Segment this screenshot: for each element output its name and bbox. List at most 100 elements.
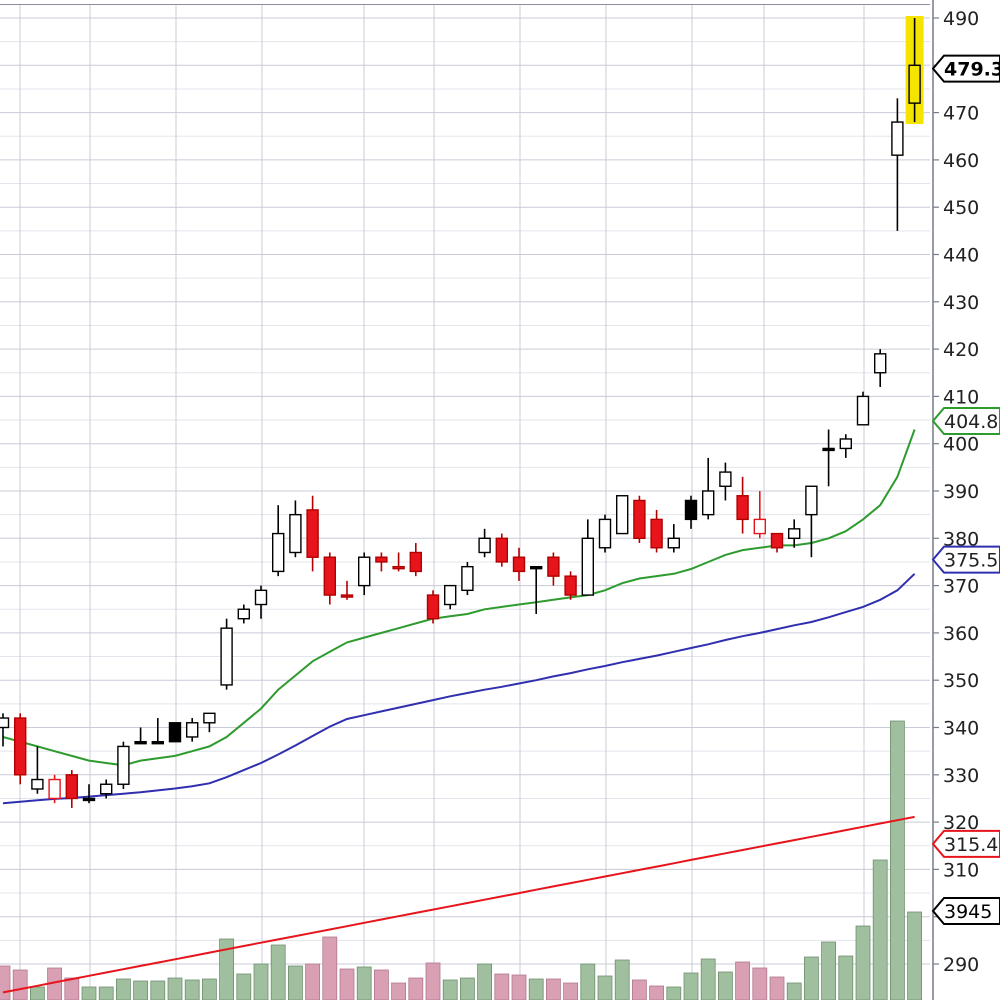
price-tag-label-ma_slow: 375.5 [944,550,998,572]
volume-bar [339,968,355,1001]
axis-tick-label: 330 [943,765,979,787]
volume-bar [201,978,217,1001]
candle-body [702,490,715,516]
volume-bar [81,986,97,1001]
volume-bar [494,973,510,1001]
candle-body [117,745,130,785]
volume-bar [855,925,871,1001]
candle-body [203,712,216,724]
volume-bar [907,911,922,1001]
axis-tick-label: 290 [943,954,979,976]
candle-body [0,717,10,729]
candle-body [48,778,61,800]
candle-body [134,740,147,745]
volume-bar [184,979,200,1001]
candle-body [185,722,199,738]
price-tag-label-volume: 3945 [944,901,992,923]
candle-body [82,797,96,802]
price-tag-volume [931,897,1000,925]
volume-bar [563,982,578,1001]
volume-bar [459,977,475,1001]
price-tag-last [931,54,1000,83]
candle-body [426,594,440,620]
volume-bar [356,966,372,1001]
volume-bar [287,965,303,1001]
candle-body [99,783,113,795]
volume-bar [12,969,28,1001]
candle-body [358,556,371,587]
candle-body [272,532,285,573]
candle-body [650,518,663,549]
candle-body [220,627,233,686]
candle-body [891,121,904,156]
axis-tick-label: 310 [943,859,979,881]
volume-bar [253,963,269,1001]
volume-bars [0,720,922,1001]
axis-tick-label: 430 [943,292,979,314]
candle-body [512,556,526,573]
axis-tick-label: 370 [943,576,979,598]
candle-body [788,528,801,540]
candle-body [254,589,268,606]
axis-tick-label: 340 [943,718,979,740]
volume-bar [649,985,664,1001]
axis-tick-label: 360 [943,623,979,645]
volume-bar [838,955,854,1001]
volume-bar [0,965,11,1001]
candle-body [168,722,182,743]
price-tag-label-ma_long: 315.4 [944,834,998,856]
ma-slow-line [2,573,916,805]
candle-body [31,778,44,790]
candle-body [908,64,921,104]
candle-body [444,584,457,606]
volume-bar [786,982,802,1001]
candle-body [736,495,749,521]
axis-tick-label: 390 [943,481,979,503]
candle-body [461,565,474,592]
volume-bar [752,967,768,1001]
axis-tick-label: 400 [943,434,979,456]
candle-body [530,565,543,570]
volume-bar [632,979,647,1001]
volume-bar [64,977,80,1001]
volume-bar [735,961,750,1001]
volume-bar [116,978,131,1001]
volume-bar [666,986,682,1001]
candle-body [822,447,835,452]
volume-bar [546,978,561,1001]
candle-body [306,509,319,558]
candle-body [289,513,302,554]
candle-body [392,565,405,570]
volume-bar [305,963,321,1001]
volume-bar [29,986,45,1001]
price-tag-ma_slow [931,545,1000,574]
price-tag-label-ma_fast: 404.8 [944,411,998,433]
candle-body [874,353,887,374]
candle-body [340,594,354,598]
volume-bar [477,963,493,1001]
axis-tick-label: 460 [943,150,979,172]
candle-body [151,740,165,745]
volume-bar [391,982,407,1001]
price-tags: 479.3 404.8 375.5 315.4 3945 [931,54,1000,925]
ma-long-line [2,815,915,994]
moving-average-lines [2,429,916,994]
volume-bar [890,720,905,1001]
volume-bar [133,980,149,1001]
candle-body [667,537,680,549]
candle-body [581,537,594,596]
candle-body [237,608,251,620]
candle-body [753,518,766,535]
candle-body [684,499,698,521]
candle-body [409,551,422,573]
volume-bar [597,975,613,1001]
volume-bar [408,977,424,1001]
volume-bar [98,986,114,1001]
candle-body [770,532,784,549]
volume-bar [804,956,819,1001]
axis-tick-label: 490 [943,8,979,30]
volume-bar [236,973,252,1001]
candle-body [65,774,79,800]
